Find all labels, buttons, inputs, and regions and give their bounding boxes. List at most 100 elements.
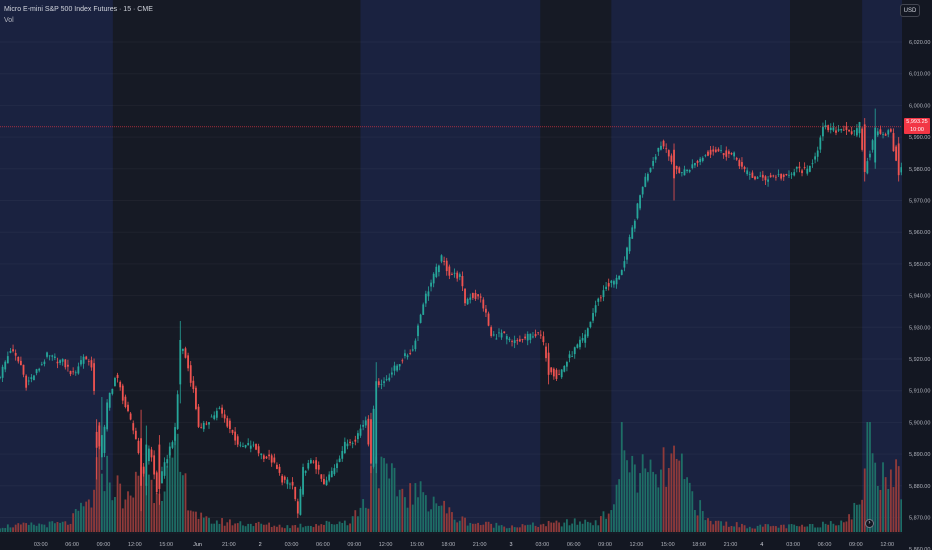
volume-bar <box>701 511 704 532</box>
volume-bar <box>383 458 385 532</box>
candle-body <box>338 458 341 462</box>
candle-body <box>584 334 587 343</box>
volume-bar <box>341 522 344 532</box>
volume-bar <box>761 526 764 532</box>
candle-body <box>511 341 513 342</box>
volume-bar <box>657 487 660 532</box>
volume-bar <box>53 523 56 532</box>
scroll-to-realtime-button[interactable]: › <box>865 519 874 528</box>
volume-bar <box>803 526 806 532</box>
volume-bar <box>605 518 608 532</box>
volume-bar <box>262 524 265 532</box>
candle-body <box>372 408 375 467</box>
volume-bar <box>427 511 430 532</box>
candle-body <box>644 176 647 187</box>
candle-body <box>673 149 675 179</box>
candle-body <box>594 305 597 313</box>
candle-body <box>171 442 174 448</box>
candle-body <box>790 173 793 175</box>
candle-body <box>816 150 819 157</box>
candle-body <box>767 179 769 182</box>
currency-button[interactable]: USD <box>900 4 920 17</box>
volume-bar <box>424 495 427 532</box>
time-axis-label: 09:00 <box>347 542 361 548</box>
volume-bar <box>210 523 213 532</box>
volume-bar <box>456 522 459 532</box>
candle-body <box>532 336 534 338</box>
volume-bar <box>754 528 756 532</box>
volume-bar <box>725 521 728 532</box>
volume-bar <box>683 479 686 532</box>
volume-bar <box>743 525 746 532</box>
candle-body <box>145 444 148 486</box>
candle-body <box>129 413 132 420</box>
price-axis-background <box>902 0 932 550</box>
volume-bar <box>396 496 399 532</box>
volume-bar <box>769 526 772 532</box>
volume-bar <box>127 491 129 532</box>
candle-body <box>628 237 631 252</box>
candle-body <box>289 483 291 485</box>
volume-bar <box>889 469 892 532</box>
candle-body <box>158 444 161 489</box>
volume-bar <box>38 523 41 532</box>
volume-bar <box>837 525 840 532</box>
time-axis-label: 06:00 <box>65 542 79 548</box>
volume-bar <box>477 522 479 532</box>
volume-bar <box>419 481 422 532</box>
time-axis-label: 12:00 <box>379 542 393 548</box>
volume-bar <box>680 453 683 532</box>
candle-body <box>255 443 257 450</box>
candle-body <box>639 195 641 209</box>
volume-bar <box>9 527 12 532</box>
candle-body <box>67 364 69 367</box>
candle-body <box>748 174 751 175</box>
volume-bar <box>576 524 579 532</box>
volume-bar <box>895 459 897 532</box>
candle-body <box>712 149 715 152</box>
candle-body <box>451 274 453 275</box>
candle-body <box>12 349 14 352</box>
volume-bar <box>610 510 613 532</box>
candle-body <box>226 418 229 427</box>
candle-body <box>691 164 694 169</box>
volume-bar <box>474 523 477 532</box>
volume-bar <box>67 524 69 532</box>
candle-body <box>704 155 707 157</box>
candle-body <box>38 368 41 371</box>
candle-body <box>469 297 472 300</box>
volume-bar <box>842 522 845 532</box>
volume-bar <box>688 482 691 532</box>
volume-bar <box>764 524 767 532</box>
volume-bar <box>892 487 895 532</box>
volume-bar <box>432 496 435 532</box>
candle-body <box>341 450 344 459</box>
volume-bar <box>155 493 158 532</box>
volume-bar <box>181 475 184 532</box>
volume-bar <box>539 524 542 532</box>
candle-body <box>552 368 555 377</box>
volume-bar <box>43 524 46 532</box>
price-axis-label: 5,910.00 <box>909 389 930 395</box>
volume-bar <box>670 453 673 532</box>
volume-bar <box>788 524 790 532</box>
volume-bar <box>437 505 440 532</box>
volume-bar <box>215 520 218 532</box>
volume-bar <box>529 524 532 532</box>
candle-body <box>542 336 545 343</box>
candle-body <box>252 444 255 446</box>
candle-body <box>842 129 845 131</box>
volume-bar <box>451 512 453 532</box>
candle-body <box>108 392 111 408</box>
volume-bar <box>333 524 336 532</box>
candle-body <box>615 277 618 285</box>
volume-bar <box>90 507 93 532</box>
candle-body <box>722 153 725 156</box>
volume-bar <box>12 527 14 532</box>
candle-body <box>448 266 451 276</box>
candle-body <box>586 328 589 337</box>
candle-body <box>764 176 767 181</box>
volume-bar <box>14 524 17 532</box>
